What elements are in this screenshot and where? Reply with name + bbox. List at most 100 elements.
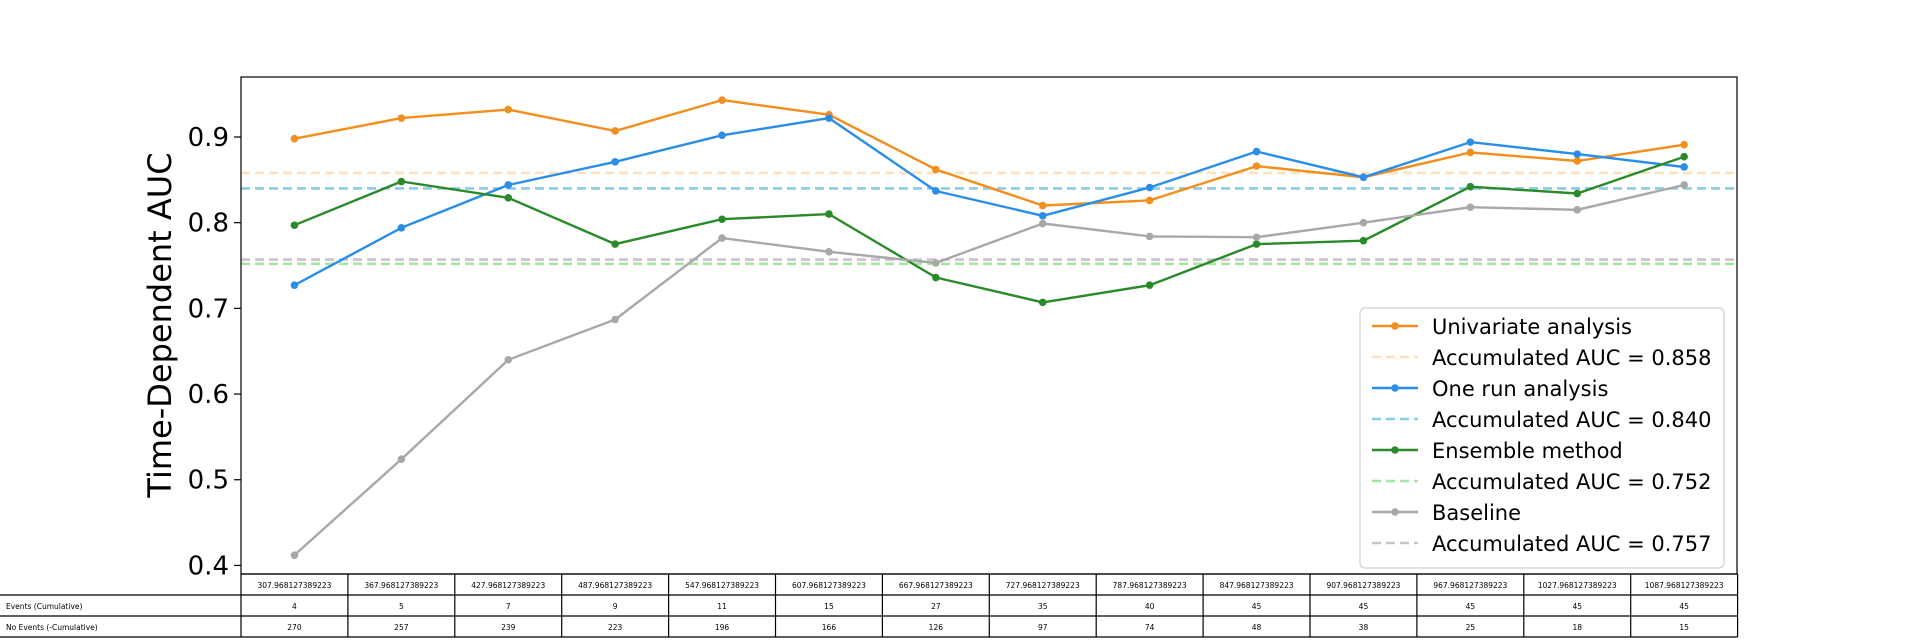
table-cell-1-9: 48 bbox=[1252, 623, 1262, 632]
series-2-point-4 bbox=[718, 215, 726, 224]
legend-box bbox=[1359, 307, 1725, 569]
series-0-point-4 bbox=[718, 96, 726, 104]
series-3-point-4 bbox=[718, 234, 726, 242]
table-header-11: 967.968127389223 bbox=[1433, 581, 1507, 590]
table-cell-0-7: 35 bbox=[1038, 602, 1048, 611]
y-tick-label-3: 0.7 bbox=[188, 294, 229, 324]
table-row-label-0: Events (Cumulative) bbox=[6, 602, 83, 611]
table-header-4: 547.968127389223 bbox=[685, 581, 759, 590]
table-header-7: 727.968127389223 bbox=[1006, 581, 1080, 590]
table-cell-0-2: 7 bbox=[506, 602, 511, 611]
legend-label-2: Ensemble method bbox=[1432, 439, 1623, 463]
table-cell-0-11: 45 bbox=[1466, 602, 1476, 611]
series-2-point-2 bbox=[504, 194, 513, 202]
series-0-point-6 bbox=[932, 165, 940, 174]
legend-acc-label-3: Accumulated AUC = 0.757 bbox=[1432, 532, 1712, 556]
series-1-point-11 bbox=[1466, 138, 1475, 146]
table-cell-1-0: 270 bbox=[287, 623, 302, 632]
series-2-point-1 bbox=[397, 177, 406, 186]
series-2-point-13 bbox=[1680, 152, 1688, 161]
legend-marker-3 bbox=[1391, 508, 1399, 516]
series-1-point-6 bbox=[932, 187, 940, 195]
legend-acc-label-2: Accumulated AUC = 0.752 bbox=[1432, 470, 1712, 494]
series-3-point-2 bbox=[504, 355, 513, 364]
series-1-point-2 bbox=[504, 181, 513, 189]
series-3-point-0 bbox=[290, 551, 299, 559]
series-1-point-10 bbox=[1359, 173, 1368, 182]
table-cell-1-2: 239 bbox=[501, 623, 516, 632]
series-2-point-0 bbox=[290, 221, 299, 230]
series-0-point-13 bbox=[1680, 140, 1688, 149]
series-2-point-9 bbox=[1252, 240, 1261, 248]
series-2-point-3 bbox=[611, 240, 619, 248]
y-tick-label-5: 0.9 bbox=[188, 123, 229, 153]
table-cell-0-6: 27 bbox=[931, 602, 941, 611]
table-header-6: 667.968127389223 bbox=[899, 581, 973, 590]
table-cell-0-1: 5 bbox=[399, 602, 404, 611]
series-1-point-7 bbox=[1038, 212, 1047, 220]
table-header-10: 907.968127389223 bbox=[1326, 581, 1400, 590]
legend-marker-2 bbox=[1391, 446, 1399, 454]
y-tick-label-0: 0.4 bbox=[188, 551, 229, 581]
series-1-point-9 bbox=[1252, 147, 1261, 156]
y-axis-title: Time-Dependent AUC bbox=[141, 152, 179, 498]
table-cell-0-13: 45 bbox=[1679, 602, 1689, 611]
series-line-1 bbox=[293, 116, 1685, 287]
table-cell-0-9: 45 bbox=[1252, 602, 1262, 611]
table-header-1: 367.968127389223 bbox=[364, 581, 438, 590]
table-cell-0-5: 15 bbox=[824, 602, 834, 611]
series-3-point-1 bbox=[397, 455, 406, 463]
series-2-point-12 bbox=[1573, 189, 1582, 198]
series-3-point-12 bbox=[1573, 206, 1582, 214]
table-cell-1-4: 196 bbox=[715, 623, 730, 632]
table-cell-1-3: 223 bbox=[608, 623, 623, 632]
series-lines bbox=[290, 96, 1688, 559]
series-3-point-6 bbox=[932, 259, 940, 267]
table-header-0: 307.968127389223 bbox=[257, 581, 331, 590]
series-2-point-7 bbox=[1038, 298, 1047, 307]
table-cell-1-12: 18 bbox=[1572, 623, 1582, 632]
series-1-point-8 bbox=[1145, 183, 1154, 192]
table-cell-0-12: 45 bbox=[1572, 602, 1582, 611]
series-0-point-12 bbox=[1573, 157, 1582, 165]
series-line-3 bbox=[293, 183, 1685, 556]
table-cell-0-8: 40 bbox=[1145, 602, 1155, 611]
y-tick-label-2: 0.6 bbox=[188, 380, 229, 410]
table-cell-1-10: 38 bbox=[1359, 623, 1369, 632]
series-2-point-5 bbox=[825, 210, 833, 218]
table-cell-1-7: 97 bbox=[1038, 623, 1048, 632]
table-cell-0-4: 11 bbox=[717, 602, 727, 611]
table-header-3: 487.968127389223 bbox=[578, 581, 652, 590]
series-2-point-6 bbox=[932, 273, 940, 282]
table-cell-1-13: 15 bbox=[1679, 623, 1689, 632]
table-header-5: 607.968127389223 bbox=[792, 581, 866, 590]
series-0-point-9 bbox=[1252, 162, 1261, 170]
table-cell-0-3: 9 bbox=[613, 602, 618, 611]
table-cell-1-5: 166 bbox=[822, 623, 837, 632]
legend-acc-label-0: Accumulated AUC = 0.858 bbox=[1432, 346, 1712, 370]
legend: Univariate analysis Accumulated AUC = 0.8… bbox=[1359, 307, 1725, 569]
table-cell-1-6: 126 bbox=[929, 623, 944, 632]
series-1-point-12 bbox=[1573, 150, 1582, 158]
table-header-12: 1027.968127389223 bbox=[1538, 581, 1617, 590]
table-header-2: 427.968127389223 bbox=[471, 581, 545, 590]
series-0-point-2 bbox=[504, 105, 513, 114]
series-0-point-1 bbox=[397, 114, 406, 122]
series-3-point-9 bbox=[1252, 233, 1261, 242]
series-0-point-8 bbox=[1145, 196, 1154, 205]
series-1-point-5 bbox=[825, 114, 833, 122]
y-tick-label-1: 0.5 bbox=[188, 466, 229, 496]
series-0-point-7 bbox=[1038, 201, 1047, 210]
series-2-point-10 bbox=[1359, 236, 1368, 245]
y-axis: 0.4 0.5 0.6 0.7 0.8 0.9 bbox=[188, 123, 241, 581]
series-line-0 bbox=[294, 98, 1685, 207]
series-1-point-13 bbox=[1680, 163, 1688, 171]
table-header-9: 847.968127389223 bbox=[1220, 581, 1294, 590]
series-0-point-11 bbox=[1466, 148, 1475, 157]
series-0-point-0 bbox=[290, 134, 299, 143]
legend-label-3: Baseline bbox=[1432, 501, 1521, 525]
table-cell-1-8: 74 bbox=[1145, 623, 1155, 632]
legend-marker-1 bbox=[1391, 384, 1399, 392]
series-3-point-13 bbox=[1680, 181, 1688, 189]
